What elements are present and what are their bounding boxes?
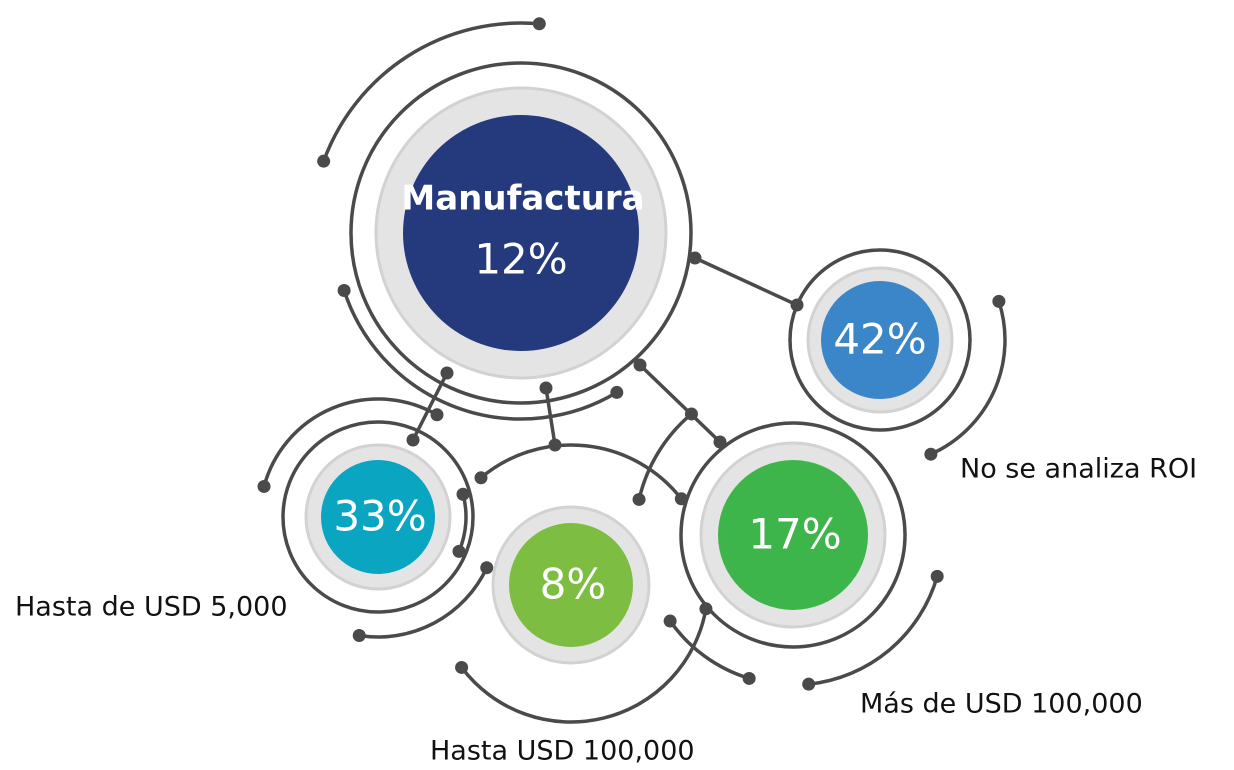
node-value: 8% xyxy=(540,560,607,609)
arc xyxy=(479,443,684,501)
dot xyxy=(532,17,546,31)
outer-ring xyxy=(281,420,475,614)
dot xyxy=(802,677,816,691)
main-label: Manufactura xyxy=(401,179,644,219)
outer-ring xyxy=(679,421,907,649)
outer-ring xyxy=(349,61,693,405)
dot xyxy=(456,487,470,501)
arc xyxy=(321,21,542,163)
dot xyxy=(610,385,624,399)
node-circle xyxy=(321,460,435,574)
dot xyxy=(257,479,271,493)
node-label: Hasta de USD 5,000 xyxy=(15,592,288,623)
dot xyxy=(352,629,366,643)
connector xyxy=(544,386,557,447)
dot xyxy=(455,660,469,674)
dot xyxy=(430,408,444,422)
arc xyxy=(457,492,468,554)
node-value: 33% xyxy=(333,492,426,541)
main-value: 12% xyxy=(474,235,567,284)
node-label: Hasta USD 100,000 xyxy=(430,736,695,767)
connector xyxy=(693,256,799,307)
arc xyxy=(929,299,1007,456)
dot xyxy=(992,294,1006,308)
dot xyxy=(742,671,756,685)
dot xyxy=(337,283,351,297)
dot xyxy=(440,366,454,380)
dot xyxy=(688,251,702,265)
dot xyxy=(924,447,938,461)
arc xyxy=(357,565,489,639)
arc xyxy=(668,619,751,681)
dot xyxy=(480,561,494,575)
dot xyxy=(539,381,553,395)
node-value: 17% xyxy=(748,510,841,559)
outer-ring xyxy=(788,248,972,432)
arc xyxy=(806,574,939,686)
arc xyxy=(637,412,694,502)
dot xyxy=(548,438,562,452)
decoration xyxy=(257,17,1007,724)
node-value: 42% xyxy=(833,315,926,364)
dot xyxy=(406,433,420,447)
arc xyxy=(342,288,619,421)
dot xyxy=(632,492,646,506)
dot xyxy=(474,471,488,485)
node-label: Más de USD 100,000 xyxy=(860,689,1143,720)
main-circle xyxy=(403,115,639,351)
arc xyxy=(262,397,439,489)
dot xyxy=(452,544,466,558)
dot xyxy=(699,602,713,616)
arc xyxy=(459,607,708,724)
node-circle xyxy=(509,523,633,647)
dot xyxy=(663,614,677,628)
node-circle xyxy=(718,460,868,610)
node-circle xyxy=(821,281,939,399)
dot xyxy=(317,154,331,168)
node-label: No se analiza ROI xyxy=(960,454,1197,485)
connector xyxy=(638,363,722,444)
dot xyxy=(930,569,944,583)
dot xyxy=(633,358,647,372)
